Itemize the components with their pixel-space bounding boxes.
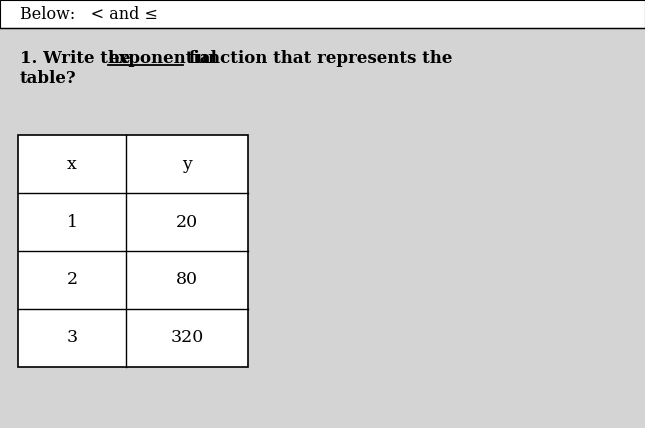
Text: 3: 3 xyxy=(66,330,77,347)
Text: 80: 80 xyxy=(176,271,198,288)
Bar xyxy=(18,135,248,367)
Text: 20: 20 xyxy=(176,214,198,231)
Text: Below:   < and ≤: Below: < and ≤ xyxy=(20,6,158,23)
Text: x: x xyxy=(67,155,77,172)
Text: 2: 2 xyxy=(66,271,77,288)
Text: table?: table? xyxy=(20,70,77,87)
Bar xyxy=(0,0,645,28)
Text: exponential: exponential xyxy=(108,50,217,67)
Text: 1: 1 xyxy=(66,214,77,231)
Text: 320: 320 xyxy=(170,330,204,347)
Text: 1. Write the: 1. Write the xyxy=(20,50,136,67)
Text: y: y xyxy=(182,155,192,172)
Text: function that represents the: function that represents the xyxy=(183,50,453,67)
